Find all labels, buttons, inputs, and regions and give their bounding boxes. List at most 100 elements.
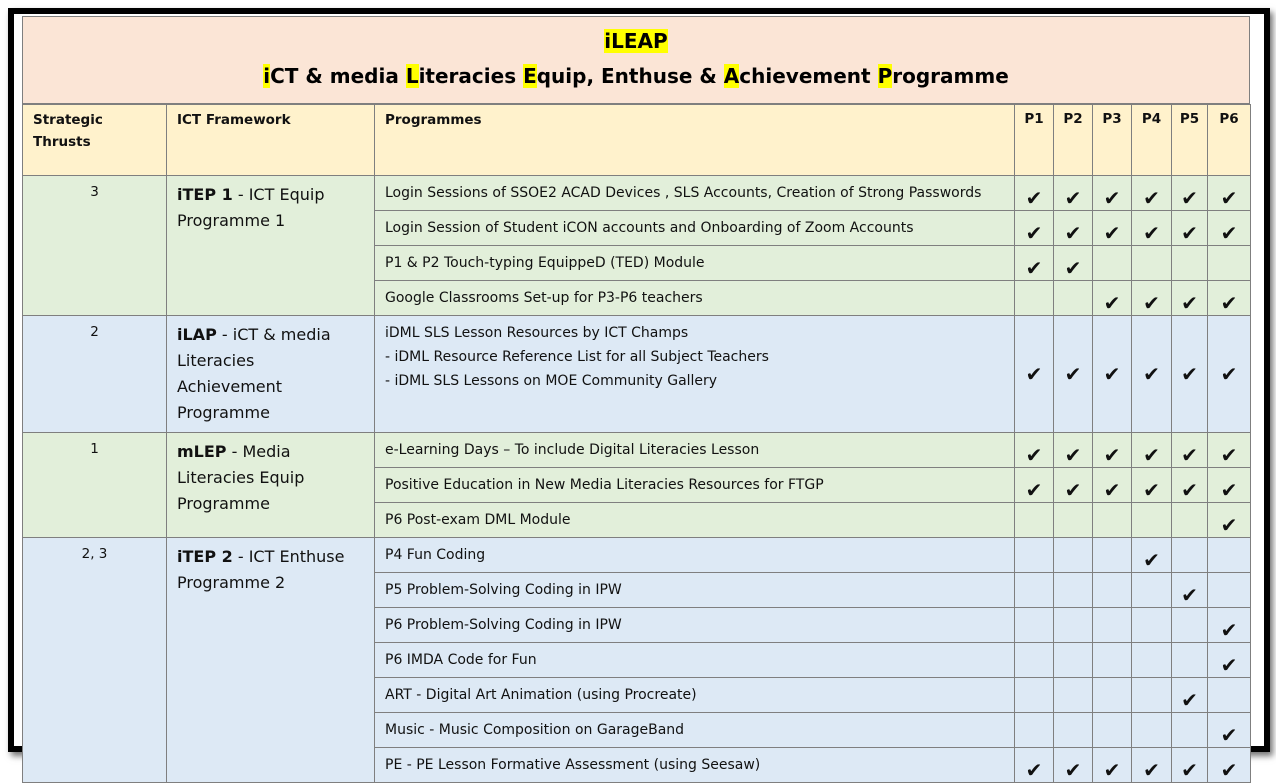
level-p1-cell bbox=[1014, 607, 1054, 643]
checkmark-icon: ✔ bbox=[1181, 758, 1198, 782]
level-p2-cell bbox=[1053, 537, 1093, 573]
level-p1-cell bbox=[1014, 572, 1054, 608]
subtitle-part: L bbox=[405, 64, 419, 88]
header-p2: P2 bbox=[1053, 104, 1093, 176]
table-row: Login Session of Student iCON accounts a… bbox=[23, 210, 1251, 246]
level-p5-cell: ✔ bbox=[1171, 467, 1208, 503]
checkmark-icon: ✔ bbox=[1064, 362, 1082, 386]
table-row: P5 Problem-Solving Coding in IPW ✔ bbox=[23, 572, 1251, 608]
programme-cell: Login Sessions of SSOE2 ACAD Devices , S… bbox=[374, 175, 1015, 211]
programme-cell: Google Classrooms Set-up for P3-P6 teach… bbox=[374, 280, 1015, 316]
level-p3-cell bbox=[1092, 537, 1132, 573]
checkmark-icon: ✔ bbox=[1064, 443, 1082, 467]
level-p3-cell: ✔ bbox=[1092, 210, 1132, 246]
checkmark-icon: ✔ bbox=[1025, 758, 1043, 782]
checkmark-icon: ✔ bbox=[1220, 443, 1238, 467]
checkmark-icon: ✔ bbox=[1064, 256, 1082, 280]
checkmark-icon: ✔ bbox=[1143, 186, 1160, 210]
programme-cell: P6 Problem-Solving Coding in IPW bbox=[374, 607, 1015, 643]
subtitle-part: P bbox=[877, 64, 893, 88]
level-p2-cell: ✔ bbox=[1053, 315, 1093, 433]
table-row: Music - Music Composition on GarageBand ✔ bbox=[23, 712, 1251, 748]
level-p5-cell: ✔ bbox=[1171, 280, 1208, 316]
programme-cell: ART - Digital Art Animation (using Procr… bbox=[374, 677, 1015, 713]
checkmark-icon: ✔ bbox=[1220, 291, 1238, 315]
checkmark-icon: ✔ bbox=[1143, 221, 1160, 245]
checkmark-icon: ✔ bbox=[1103, 291, 1121, 315]
level-p1-cell bbox=[1014, 642, 1054, 678]
checkmark-icon: ✔ bbox=[1025, 256, 1043, 280]
level-p4-cell bbox=[1131, 677, 1172, 713]
checkmark-icon: ✔ bbox=[1064, 478, 1082, 502]
table-row: P6 Problem-Solving Coding in IPW ✔ bbox=[23, 607, 1251, 643]
programme-cell: e-Learning Days – To include Digital Lit… bbox=[374, 432, 1015, 468]
strategic-thrust-cell: 1 bbox=[22, 432, 167, 538]
level-p1-cell: ✔ bbox=[1014, 175, 1054, 211]
level-p5-cell: ✔ bbox=[1171, 677, 1208, 713]
programme-cell: P5 Problem-Solving Coding in IPW bbox=[374, 572, 1015, 608]
framework-description: - Media Literacies Equip Programme bbox=[177, 442, 305, 513]
checkmark-icon: ✔ bbox=[1025, 478, 1043, 502]
level-p2-cell bbox=[1053, 607, 1093, 643]
framework-description: - ICT Enthuse Programme 2 bbox=[177, 547, 345, 592]
header-p6: P6 bbox=[1207, 104, 1251, 176]
level-p5-cell: ✔ bbox=[1171, 175, 1208, 211]
header-ict-framework: ICT Framework bbox=[166, 104, 375, 176]
checkmark-icon: ✔ bbox=[1103, 478, 1121, 502]
checkmark-icon: ✔ bbox=[1103, 362, 1121, 386]
level-p6-cell: ✔ bbox=[1207, 315, 1251, 433]
checkmark-icon: ✔ bbox=[1181, 291, 1198, 315]
level-p4-cell bbox=[1131, 245, 1172, 281]
level-p5-cell bbox=[1171, 502, 1208, 538]
table-container: iLEAP iCT & media Literacies Equip, Enth… bbox=[22, 16, 1251, 783]
title-banner: iLEAP iCT & media Literacies Equip, Enth… bbox=[22, 16, 1250, 104]
checkmark-icon: ✔ bbox=[1103, 758, 1121, 782]
level-p4-cell: ✔ bbox=[1131, 747, 1172, 783]
checkmark-icon: ✔ bbox=[1220, 478, 1238, 502]
level-p2-cell bbox=[1053, 642, 1093, 678]
header-row: Strategic Thrusts ICT Framework Programm… bbox=[22, 104, 1251, 176]
level-p1-cell: ✔ bbox=[1014, 467, 1054, 503]
table-row: P6 IMDA Code for Fun ✔ bbox=[23, 642, 1251, 678]
level-p1-cell: ✔ bbox=[1014, 747, 1054, 783]
level-p5-cell bbox=[1171, 245, 1208, 281]
strategic-thrust-cell: 3 bbox=[22, 175, 167, 316]
level-p5-cell: ✔ bbox=[1171, 432, 1208, 468]
table-row: P6 Post-exam DML Module ✔ bbox=[23, 502, 1251, 538]
level-p3-cell bbox=[1092, 607, 1132, 643]
level-p3-cell: ✔ bbox=[1092, 280, 1132, 316]
level-p1-cell bbox=[1014, 677, 1054, 713]
level-p5-cell: ✔ bbox=[1171, 210, 1208, 246]
level-p3-cell: ✔ bbox=[1092, 467, 1132, 503]
subtitle-part: chievement bbox=[739, 64, 878, 88]
programme-cell: Music - Music Composition on GarageBand bbox=[374, 712, 1015, 748]
checkmark-icon: ✔ bbox=[1025, 186, 1043, 210]
checkmark-icon: ✔ bbox=[1220, 758, 1238, 782]
level-p3-cell: ✔ bbox=[1092, 432, 1132, 468]
level-p2-cell bbox=[1053, 712, 1093, 748]
checkmark-icon: ✔ bbox=[1181, 688, 1198, 712]
checkmark-icon: ✔ bbox=[1181, 362, 1198, 386]
table-row: P1 & P2 Touch-typing EquippeD (TED) Modu… bbox=[23, 245, 1251, 281]
level-p6-cell: ✔ bbox=[1207, 280, 1251, 316]
checkmark-icon: ✔ bbox=[1181, 443, 1198, 467]
programme-cell: P1 & P2 Touch-typing EquippeD (TED) Modu… bbox=[374, 245, 1015, 281]
checkmark-icon: ✔ bbox=[1143, 291, 1160, 315]
level-p4-cell: ✔ bbox=[1131, 432, 1172, 468]
checkmark-icon: ✔ bbox=[1220, 723, 1238, 747]
level-p2-cell: ✔ bbox=[1053, 245, 1093, 281]
level-p6-cell: ✔ bbox=[1207, 502, 1251, 538]
level-p1-cell bbox=[1014, 502, 1054, 538]
subtitle-part: quip, Enthuse & bbox=[536, 64, 724, 88]
programme-line: - iDML Resource Reference List for all S… bbox=[385, 349, 769, 365]
programme-cell: P6 Post-exam DML Module bbox=[374, 502, 1015, 538]
level-p4-cell bbox=[1131, 607, 1172, 643]
level-p6-cell: ✔ bbox=[1207, 432, 1251, 468]
header-p4: P4 bbox=[1131, 104, 1172, 176]
checkmark-icon: ✔ bbox=[1181, 221, 1198, 245]
level-p3-cell bbox=[1092, 245, 1132, 281]
checkmark-icon: ✔ bbox=[1181, 478, 1198, 502]
level-p5-cell: ✔ bbox=[1171, 747, 1208, 783]
framework-description: - ICT Equip Programme 1 bbox=[177, 185, 325, 230]
checkmark-icon: ✔ bbox=[1181, 186, 1198, 210]
